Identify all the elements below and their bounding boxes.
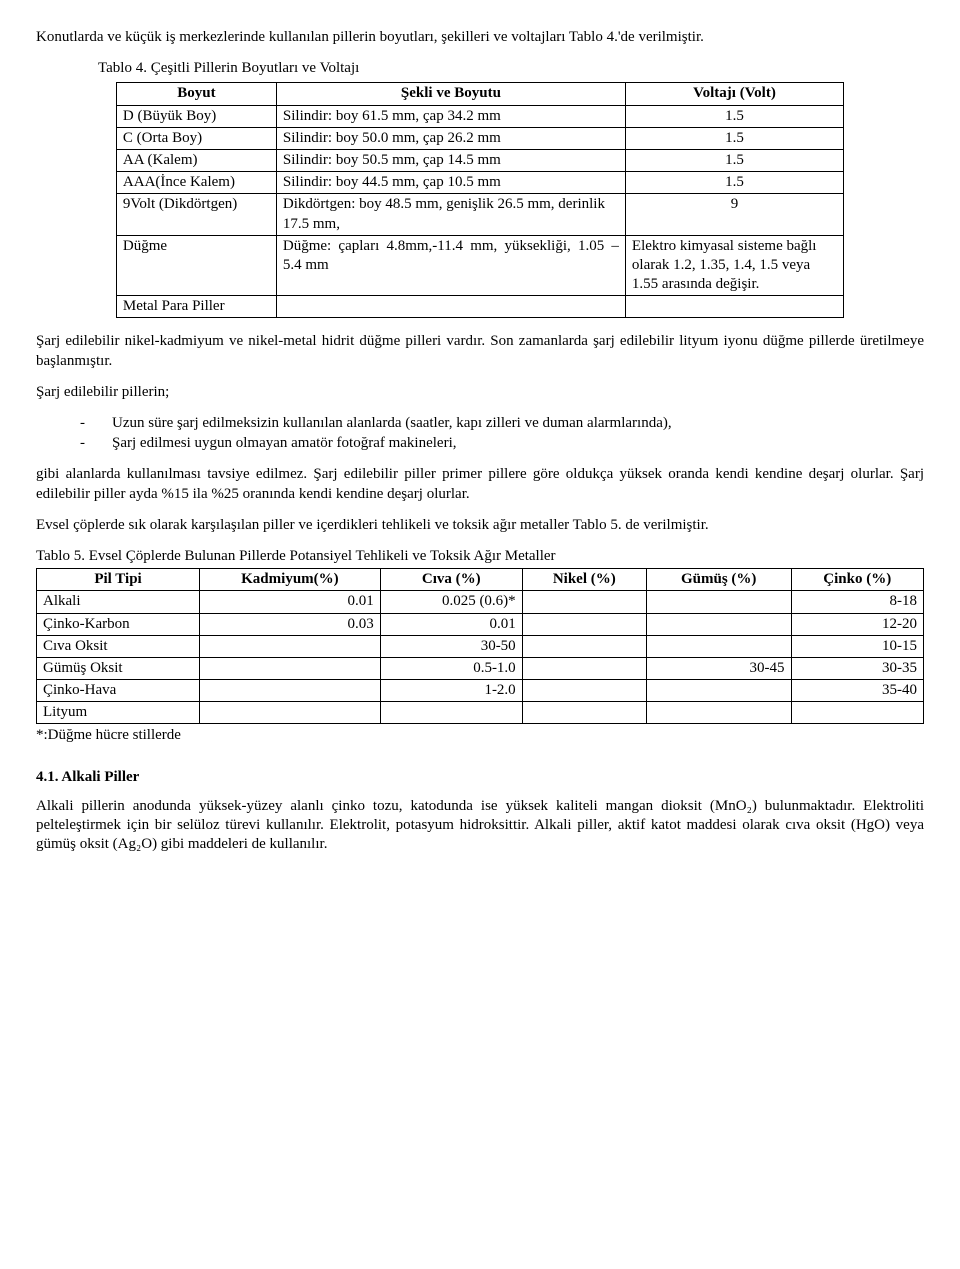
cell xyxy=(522,613,646,635)
cell xyxy=(646,702,791,724)
cell xyxy=(200,702,381,724)
cell: 35-40 xyxy=(791,680,923,702)
table4-caption: Tablo 4. Çeşitli Pillerin Boyutları ve V… xyxy=(98,59,924,78)
table-row: AA (Kalem) Silindir: boy 50.5 mm, çap 14… xyxy=(116,149,843,171)
cell xyxy=(791,702,923,724)
cell: Çinko-Karbon xyxy=(37,613,200,635)
cell: Silindir: boy 44.5 mm, çap 10.5 mm xyxy=(276,172,625,194)
cell xyxy=(200,657,381,679)
table-row: 9Volt (Dikdörtgen) Dikdörtgen: boy 48.5 … xyxy=(116,194,843,235)
cell: 12-20 xyxy=(791,613,923,635)
cell: Düğme: çapları 4.8mm,-11.4 mm, yüksekliğ… xyxy=(276,235,625,296)
cell xyxy=(625,296,843,318)
table-row: D (Büyük Boy) Silindir: boy 61.5 mm, çap… xyxy=(116,105,843,127)
table4: Boyut Şekli ve Boyutu Voltajı (Volt) D (… xyxy=(116,82,844,318)
cell xyxy=(522,657,646,679)
cell: 30-35 xyxy=(791,657,923,679)
cell xyxy=(646,591,791,613)
table5-caption: Tablo 5. Evsel Çöplerde Bulunan Pillerde… xyxy=(36,547,924,566)
table-row: Çinko-Hava 1-2.0 35-40 xyxy=(37,680,924,702)
th: Pil Tipi xyxy=(37,569,200,591)
table-row: Lityum xyxy=(37,702,924,724)
table4-header-row: Boyut Şekli ve Boyutu Voltajı (Volt) xyxy=(116,83,843,105)
cell: 30-45 xyxy=(646,657,791,679)
cell: 1.5 xyxy=(625,105,843,127)
th: Cıva (%) xyxy=(380,569,522,591)
table-row: AAA(İnce Kalem) Silindir: boy 44.5 mm, ç… xyxy=(116,172,843,194)
section-4-1-body: Alkali pillerin anodunda yüksek-yüzey al… xyxy=(36,797,924,855)
cell: Silindir: boy 50.0 mm, çap 26.2 mm xyxy=(276,127,625,149)
cell: 0.01 xyxy=(200,591,381,613)
cell xyxy=(200,680,381,702)
table-row: C (Orta Boy) Silindir: boy 50.0 mm, çap … xyxy=(116,127,843,149)
cell xyxy=(522,680,646,702)
th: Nikel (%) xyxy=(522,569,646,591)
cell: Çinko-Hava xyxy=(37,680,200,702)
cell: 1.5 xyxy=(625,149,843,171)
cell xyxy=(522,635,646,657)
list-item: Uzun süre şarj edilmeksizin kullanılan a… xyxy=(96,414,924,433)
th: Kadmiyum(%) xyxy=(200,569,381,591)
cell: Metal Para Piller xyxy=(116,296,276,318)
paragraph: Evsel çöplerde sık olarak karşılaşılan p… xyxy=(36,516,924,535)
cell: 9 xyxy=(625,194,843,235)
cell: 0.03 xyxy=(200,613,381,635)
table4-h3: Voltajı (Volt) xyxy=(625,83,843,105)
cell xyxy=(522,591,646,613)
paragraph: Şarj edilebilir nikel-kadmiyum ve nikel-… xyxy=(36,332,924,370)
cell: Gümüş Oksit xyxy=(37,657,200,679)
th: Çinko (%) xyxy=(791,569,923,591)
cell xyxy=(646,680,791,702)
cell: 0.025 (0.6)* xyxy=(380,591,522,613)
cell xyxy=(646,635,791,657)
cell: Lityum xyxy=(37,702,200,724)
table4-h2: Şekli ve Boyutu xyxy=(276,83,625,105)
cell xyxy=(276,296,625,318)
cell: Dikdörtgen: boy 48.5 mm, genişlik 26.5 m… xyxy=(276,194,625,235)
table-row: Metal Para Piller xyxy=(116,296,843,318)
cell xyxy=(380,702,522,724)
table4-h1: Boyut xyxy=(116,83,276,105)
cell xyxy=(522,702,646,724)
table-row: Gümüş Oksit 0.5-1.0 30-45 30-35 xyxy=(37,657,924,679)
list-item: Şarj edilmesi uygun olmayan amatör fotoğ… xyxy=(96,434,924,453)
table-row: Cıva Oksit 30-50 10-15 xyxy=(37,635,924,657)
section-4-1-heading: 4.1. Alkali Piller xyxy=(36,768,924,787)
cell: 8-18 xyxy=(791,591,923,613)
cell: C (Orta Boy) xyxy=(116,127,276,149)
cell: 1.5 xyxy=(625,127,843,149)
table-row: Çinko-Karbon 0.03 0.01 12-20 xyxy=(37,613,924,635)
cell: 1-2.0 xyxy=(380,680,522,702)
table-row: Düğme Düğme: çapları 4.8mm,-11.4 mm, yük… xyxy=(116,235,843,296)
cell: 0.01 xyxy=(380,613,522,635)
cell: 1.5 xyxy=(625,172,843,194)
table5-footnote: *:Düğme hücre stillerde xyxy=(36,726,924,745)
dash-list: Uzun süre şarj edilmeksizin kullanılan a… xyxy=(36,414,924,453)
table-row: Alkali 0.01 0.025 (0.6)* 8-18 xyxy=(37,591,924,613)
cell: AAA(İnce Kalem) xyxy=(116,172,276,194)
cell: Silindir: boy 50.5 mm, çap 14.5 mm xyxy=(276,149,625,171)
cell: Elektro kimyasal sisteme bağlı olarak 1.… xyxy=(625,235,843,296)
table5-header-row: Pil Tipi Kadmiyum(%) Cıva (%) Nikel (%) … xyxy=(37,569,924,591)
cell: 10-15 xyxy=(791,635,923,657)
cell xyxy=(200,635,381,657)
cell xyxy=(646,613,791,635)
cell: D (Büyük Boy) xyxy=(116,105,276,127)
cell: 0.5-1.0 xyxy=(380,657,522,679)
th: Gümüş (%) xyxy=(646,569,791,591)
cell: Silindir: boy 61.5 mm, çap 34.2 mm xyxy=(276,105,625,127)
table5: Pil Tipi Kadmiyum(%) Cıva (%) Nikel (%) … xyxy=(36,568,924,724)
intro-paragraph: Konutlarda ve küçük iş merkezlerinde kul… xyxy=(36,28,924,47)
cell: 30-50 xyxy=(380,635,522,657)
paragraph: gibi alanlarda kullanılması tavsiye edil… xyxy=(36,465,924,503)
cell: Düğme xyxy=(116,235,276,296)
cell: AA (Kalem) xyxy=(116,149,276,171)
cell: Alkali xyxy=(37,591,200,613)
cell: Cıva Oksit xyxy=(37,635,200,657)
paragraph: Şarj edilebilir pillerin; xyxy=(36,383,924,402)
cell: 9Volt (Dikdörtgen) xyxy=(116,194,276,235)
